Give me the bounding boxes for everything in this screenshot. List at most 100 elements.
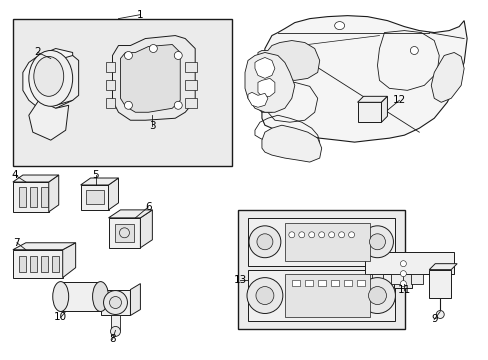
Ellipse shape [400, 261, 406, 267]
Bar [30, 187, 37, 207]
Bar [291, 280, 299, 285]
Ellipse shape [149, 45, 157, 53]
Bar [19, 187, 26, 207]
Ellipse shape [359, 278, 395, 314]
Ellipse shape [369, 234, 385, 250]
Bar [343, 280, 351, 285]
Text: 4: 4 [12, 170, 18, 180]
Ellipse shape [334, 22, 344, 30]
Ellipse shape [318, 232, 324, 238]
Polygon shape [101, 289, 130, 315]
Polygon shape [23, 49, 73, 108]
Bar [114, 224, 134, 242]
Bar [19, 256, 26, 272]
Text: 1: 1 [137, 10, 143, 20]
Polygon shape [29, 100, 68, 140]
Ellipse shape [246, 278, 282, 314]
Ellipse shape [174, 101, 182, 109]
Ellipse shape [124, 101, 132, 109]
Text: 9: 9 [430, 314, 437, 324]
Text: 6: 6 [145, 202, 151, 212]
Polygon shape [130, 284, 140, 315]
Ellipse shape [124, 51, 132, 59]
Text: 7: 7 [14, 238, 20, 248]
Text: 5: 5 [92, 170, 99, 180]
Ellipse shape [110, 327, 120, 336]
Ellipse shape [103, 291, 127, 315]
Bar [356, 280, 364, 285]
Text: 8: 8 [109, 334, 116, 345]
Ellipse shape [400, 271, 406, 276]
Polygon shape [81, 185, 108, 210]
Polygon shape [140, 210, 152, 248]
Polygon shape [13, 250, 62, 278]
Ellipse shape [29, 50, 73, 106]
Polygon shape [247, 92, 267, 107]
Ellipse shape [34, 57, 63, 96]
Polygon shape [81, 178, 118, 185]
Polygon shape [13, 175, 59, 182]
Ellipse shape [338, 232, 344, 238]
Polygon shape [112, 36, 195, 120]
Polygon shape [108, 210, 152, 218]
Bar [85, 190, 103, 204]
Text: 12: 12 [392, 95, 405, 105]
Bar [41, 256, 48, 272]
Bar [110, 315, 120, 330]
Polygon shape [262, 125, 321, 162]
Ellipse shape [174, 51, 182, 59]
Bar [247, 218, 395, 266]
Bar [428, 270, 450, 298]
Ellipse shape [368, 287, 386, 305]
Bar [105, 62, 115, 72]
Ellipse shape [348, 232, 354, 238]
Text: 2: 2 [35, 48, 41, 58]
Bar [13, 19, 232, 166]
Bar [430, 274, 442, 284]
Ellipse shape [400, 280, 406, 287]
Ellipse shape [435, 310, 443, 319]
Bar [30, 256, 37, 272]
Polygon shape [49, 175, 59, 212]
Bar [371, 274, 383, 284]
Polygon shape [61, 282, 101, 311]
Bar [330, 280, 338, 285]
Ellipse shape [255, 287, 273, 305]
Polygon shape [258, 41, 319, 80]
Polygon shape [357, 96, 386, 102]
Bar [410, 274, 423, 284]
Bar [105, 98, 115, 108]
Polygon shape [428, 264, 456, 270]
Text: 11: 11 [397, 284, 410, 294]
Ellipse shape [288, 232, 294, 238]
Bar [52, 256, 59, 272]
Bar [105, 80, 115, 90]
Polygon shape [430, 53, 463, 102]
Text: 13: 13 [233, 275, 246, 285]
Ellipse shape [298, 232, 304, 238]
Polygon shape [262, 15, 466, 142]
Bar [394, 258, 411, 288]
Bar [185, 62, 197, 72]
Bar [357, 102, 381, 122]
Ellipse shape [109, 297, 121, 309]
Bar [364, 252, 453, 274]
Ellipse shape [361, 226, 393, 258]
Bar [185, 80, 197, 90]
Polygon shape [62, 243, 76, 278]
Polygon shape [13, 243, 76, 250]
Bar [247, 270, 395, 321]
Ellipse shape [92, 282, 108, 311]
Bar [285, 223, 369, 261]
Ellipse shape [256, 234, 272, 250]
Polygon shape [108, 178, 118, 210]
Polygon shape [56, 55, 79, 105]
Bar [238, 210, 405, 329]
Bar [41, 187, 48, 207]
Polygon shape [120, 45, 180, 112]
Polygon shape [108, 218, 140, 248]
Ellipse shape [409, 46, 417, 54]
Bar [185, 98, 197, 108]
Ellipse shape [248, 226, 280, 258]
Polygon shape [258, 78, 274, 96]
